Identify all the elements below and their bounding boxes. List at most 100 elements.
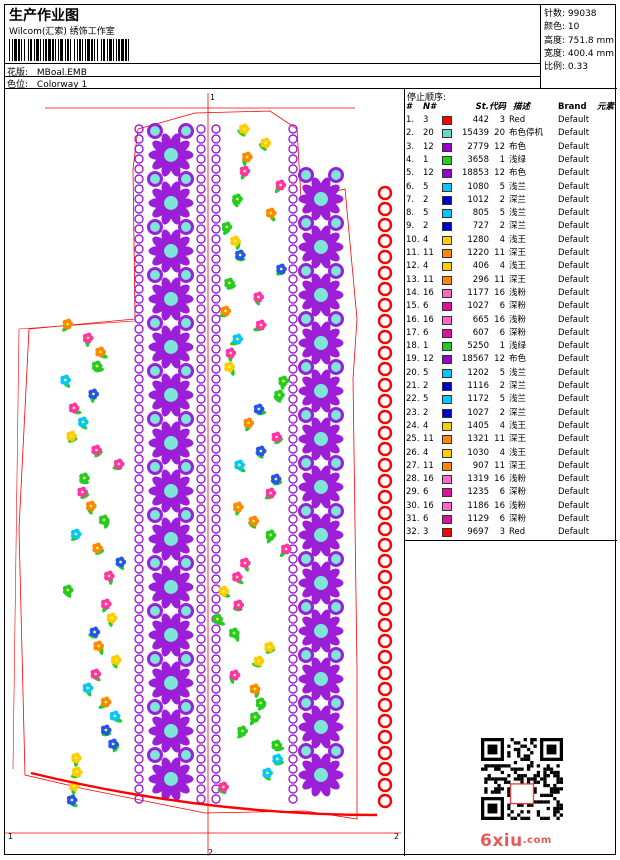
ring-center [331,746,341,756]
daisy-petal [311,417,323,436]
daisy-petal [311,609,323,628]
daisy-petal [173,140,190,154]
row-stitches: 442 [472,115,489,125]
row-brand: Default [558,527,590,538]
daisy-petal [302,584,319,598]
col-desc: 描述 [513,102,531,112]
page-subtitle: Wilcom(汇索) 绣饰工作室 [9,27,115,37]
red-loop-trim [377,585,393,601]
scallop-border [196,474,206,484]
ring-center [331,698,341,708]
red-loop-trim [377,537,393,553]
red-loop-trim [377,569,393,585]
row-color-swatch [442,488,452,498]
row-brand: Default [558,394,590,405]
row-needle: 5 [423,208,429,219]
daisy-petal [152,156,169,170]
scallop-border [211,264,221,274]
col-element: 元素 [597,102,615,112]
row-color-swatch [442,448,452,458]
flower-center [111,742,115,746]
flower-center [72,406,76,410]
red-loop-trim [377,377,393,393]
row-needle: 16 [423,314,434,325]
row-stitches: 1116 [467,381,489,391]
row-index: 8. [406,208,415,219]
scallop-border [288,554,298,564]
daisy-petal [302,776,319,790]
red-loop-trim [377,761,393,777]
row-color-swatch [442,461,452,471]
flower-center [267,645,271,649]
stop-row: 5. 12 18853 12 布色 Default [405,167,617,180]
daisy-center [163,243,179,259]
row-color-swatch [442,475,452,485]
daisy-petal [152,284,169,298]
daisy-center [313,479,329,495]
red-loop-trim [377,393,393,409]
row-stitches: 406 [472,261,489,272]
flower-center [279,183,283,187]
stop-row: 10. 4 1280 4 浅王 Default [405,234,617,247]
row-desc: 深王 [509,434,527,445]
daisy-petal [323,664,340,678]
row-brand: Default [558,194,590,205]
row-desc: 布色 [509,141,527,152]
scallop-border [134,634,144,644]
scallop-border [134,664,144,674]
ring-center [301,218,311,228]
scallop-border [211,634,221,644]
daisy-petal [173,380,190,394]
scallop-border [134,474,144,484]
flower-center [95,546,99,550]
ring-center [181,510,191,520]
red-loop-trim [377,505,393,521]
scallop-border [196,214,206,224]
row-color-swatch [442,249,452,258]
daisy-petal [152,780,169,794]
red-loop-trim [377,201,393,217]
daisy-petal [302,488,319,502]
row-index: 6. [406,181,415,192]
daisy-petal [161,469,173,488]
scallop-border [134,364,144,374]
scallop-border [211,374,221,384]
row-index: 1. [406,115,415,125]
row-code: 6 [499,327,505,338]
scallop-border [196,724,206,734]
daisy-petal [302,536,319,550]
flower-center [227,281,231,285]
flower-petal [235,333,242,339]
row-desc: 布色 [509,354,527,365]
stop-row: 29. 6 1235 6 深粉 Default [405,486,617,499]
row-desc: 布色 [509,168,527,179]
ring-center [150,270,160,280]
row-desc: 浅粉 [509,314,527,325]
row-index: 26. [406,447,420,458]
red-loop-trim [377,665,393,681]
scallop-border [134,624,144,634]
row-code: 1 [499,341,505,352]
scallop-border [134,374,144,384]
daisy-petal [169,734,181,753]
scallop-border [134,404,144,414]
red-loop-trim [377,713,393,729]
row-desc: 深粉 [509,487,527,498]
flower-petal [236,501,242,507]
row-desc: 浅兰 [509,208,527,219]
flower-center [257,295,260,299]
col-brand: Brand [558,102,587,112]
scallop-border [288,354,298,364]
col-code: 代码 [489,102,507,112]
daisy-petal [173,636,190,650]
red-loop-trim [377,793,393,809]
row-index: 30. [406,500,420,511]
scallop-border [211,384,221,394]
daisy-center [313,623,329,639]
scallop-border [288,714,298,724]
row-color-swatch [442,129,452,139]
daisy-center [313,527,329,543]
row-desc: 深王 [509,248,527,258]
flower-center [269,211,273,215]
daisy-petal [173,300,190,314]
